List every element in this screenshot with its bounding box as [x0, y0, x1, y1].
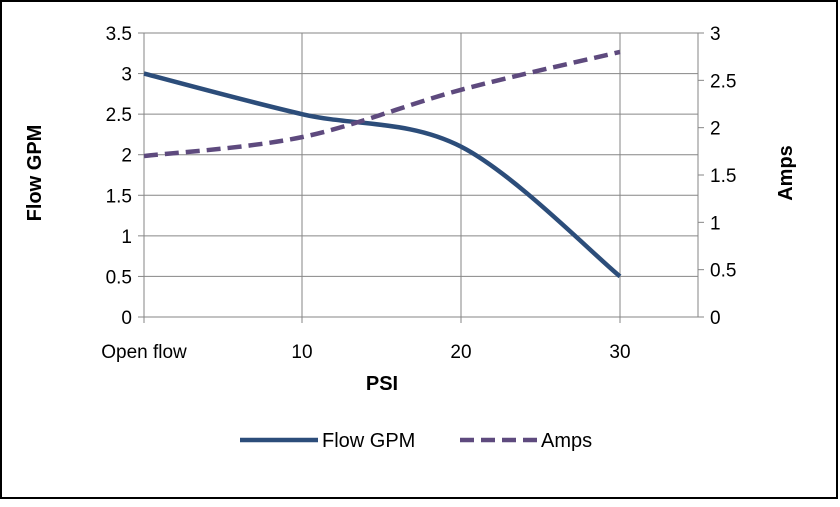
- x-tick-label: Open flow: [101, 342, 187, 363]
- legend-label-flow-gpm: Flow GPM: [322, 430, 415, 452]
- y-axis-title: Flow GPM: [24, 125, 46, 222]
- y2-tick-label: 1.5: [710, 166, 736, 187]
- y2-tick-label: 0: [710, 308, 721, 329]
- x-tick-label: 20: [450, 342, 471, 363]
- y-tick-label: 3.5: [106, 24, 132, 45]
- x-tick-label: 30: [609, 342, 630, 363]
- y-tick-label: 2: [121, 146, 132, 167]
- y2-tick-label: 2: [710, 119, 721, 140]
- y-tick-label: 1.5: [106, 186, 132, 207]
- x-axis-title: PSI: [366, 373, 398, 395]
- legend-label-amps: Amps: [541, 430, 592, 452]
- legend: Flow GPM Amps: [240, 430, 592, 452]
- y-tick-label: 3: [121, 65, 132, 86]
- series-line-flow-gpm: [143, 71, 622, 279]
- y-tick-label: 2.5: [106, 105, 132, 126]
- y2-axis-title: Amps: [775, 145, 797, 201]
- y2-tick-label: 2.5: [710, 71, 736, 92]
- tick-labels: 0 0.5 1 1.5 2 2.5 3 3.5 0 0.5 1 1.5 2 2.5 3 Open flow 10…: [101, 24, 736, 363]
- series-line-amps: [143, 49, 621, 159]
- x-tick-label: 10: [291, 342, 312, 363]
- y-tick-label: 0.5: [106, 267, 132, 288]
- y2-tick-label: 1: [710, 213, 721, 234]
- axes: [138, 32, 704, 323]
- y-tick-label: 0: [121, 308, 132, 329]
- y2-tick-label: 0.5: [710, 261, 736, 282]
- y2-tick-label: 3: [710, 24, 721, 45]
- series-lines: [143, 49, 622, 279]
- y-tick-label: 1: [121, 227, 132, 248]
